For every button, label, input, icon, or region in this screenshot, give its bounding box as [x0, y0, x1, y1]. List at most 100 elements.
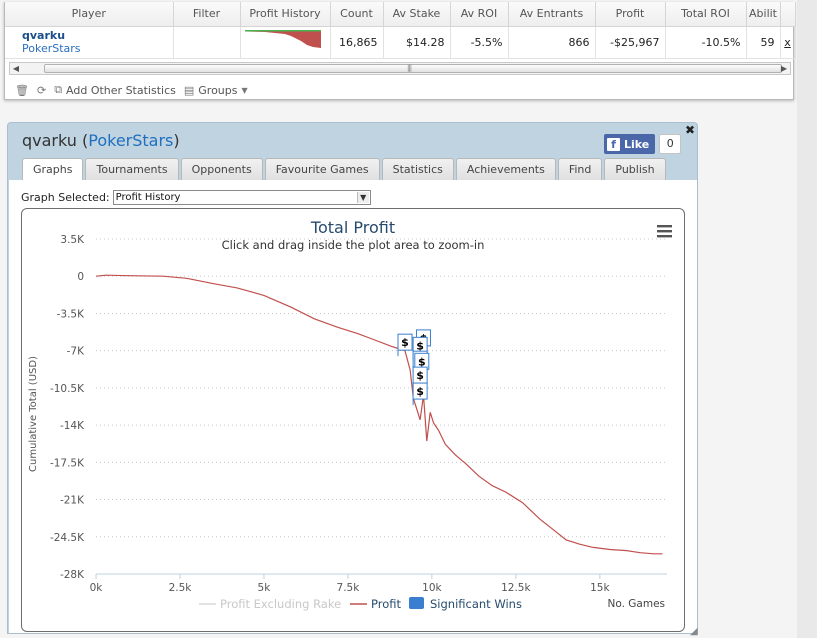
menu-icon[interactable] — [657, 225, 672, 238]
scroll-left-icon[interactable]: ◀ — [12, 64, 20, 73]
facebook-like-button[interactable]: f Like — [604, 134, 656, 154]
groups-icon: ▤ — [183, 83, 195, 97]
tab-statistics[interactable]: Statistics — [381, 158, 454, 180]
chevron-down-icon: ▼ — [241, 85, 248, 95]
y-axis-ticks: 3.5K 0 -3.5K -7K -10.5K -14K -17.5K -21K -24.5K -… — [50, 234, 85, 581]
ability-cell: 59 — [746, 26, 781, 59]
groups-button[interactable]: ▤ Groups ▼ — [184, 84, 248, 97]
trash-icon[interactable]: 🗑 — [15, 83, 29, 97]
legend-label-significant-wins: Significant Wins — [430, 597, 522, 611]
tab-achievements[interactable]: Achievements — [455, 158, 556, 180]
table-row: qvarku PokerStars 16,865 $14.28 -5.5% 86… — [5, 26, 796, 59]
legend-item-profit-excluding-rake[interactable]: Profit Excluding Rake — [199, 597, 341, 611]
graph-selected-label: Graph Selected: — [21, 191, 110, 204]
tab-opponents[interactable]: Opponents — [180, 158, 263, 180]
y-tick-label: -24.5K — [50, 532, 85, 544]
significant-wins-series: $$$$$$$ — [397, 329, 431, 406]
x-tick-label: 7.5k — [337, 582, 361, 594]
col-header-av-stake[interactable]: Av Stake — [383, 2, 451, 27]
profit-chart[interactable]: Total Profit Click and drag inside the p… — [22, 209, 684, 631]
sparkline-bg — [244, 31, 321, 50]
scrollbar-grip-icon: ||| — [407, 64, 412, 72]
graph-select-value: Profit History — [115, 192, 181, 203]
profit-cell: -$25,967 — [595, 26, 666, 59]
tab-graphs[interactable]: Graphs — [22, 158, 84, 181]
y-tick-label: 3.5K — [60, 234, 85, 246]
col-header-av-roi[interactable]: Av ROI — [450, 2, 509, 27]
sparkline-positive-bar — [244, 29, 321, 31]
x-tick-label: 2.5k — [169, 582, 193, 594]
tab-favourite-games[interactable]: Favourite Games — [264, 158, 380, 180]
facebook-icon: f — [607, 137, 620, 151]
col-header-count[interactable]: Count — [330, 2, 384, 27]
facebook-like-count: 0 — [659, 134, 682, 154]
horizontal-scrollbar[interactable]: ◀ ||| ▶ — [9, 62, 791, 75]
legend-item-profit[interactable]: Profit — [350, 597, 401, 611]
player-site-link[interactable]: PokerStars — [22, 42, 81, 55]
page-right-edge — [797, 0, 817, 638]
select-chevron-icon: ▼ — [356, 192, 369, 203]
copy-icon: ⧉ — [54, 83, 63, 96]
tab-tournaments[interactable]: Tournaments — [85, 158, 179, 180]
col-header-player[interactable]: Player — [5, 2, 174, 27]
menu-icon-bar — [657, 225, 672, 228]
col-header-filter[interactable]: Filter — [173, 2, 241, 27]
tab-find[interactable]: Find — [557, 158, 603, 180]
player-name-link[interactable]: qvarku — [22, 29, 66, 42]
col-header-av-entrants[interactable]: Av Entrants — [508, 2, 596, 27]
x-axis-label: No. Games — [608, 598, 666, 610]
av-stake-cell: $14.28 — [383, 26, 451, 59]
dollar-icon: $ — [416, 385, 424, 398]
profit-history-cell — [240, 26, 331, 59]
significant-win-flag[interactable]: $ — [412, 382, 428, 406]
x-tick-label: 15k — [590, 582, 610, 594]
panel-site-link[interactable]: PokerStars — [88, 131, 174, 150]
graph-select[interactable]: Profit History ▼ — [112, 190, 371, 205]
stats-table: Player Filter Profit History Count Av St… — [5, 2, 796, 59]
y-axis-label: Cumulative Total (USD) — [28, 356, 39, 472]
menu-icon-bar — [657, 235, 672, 238]
col-header-ability[interactable]: Abilit — [746, 2, 781, 27]
y-tick-label: -17.5K — [50, 457, 85, 469]
x-axis-ticks: 0k 2.5k 5k 7.5k 10k 12.5k 15k — [90, 574, 610, 594]
significant-win-flag[interactable]: $ — [397, 333, 413, 357]
significant-win-flag[interactable]: $ — [412, 336, 428, 360]
sparkline-area — [244, 31, 321, 48]
dollar-icon: $ — [416, 369, 424, 382]
y-tick-label: -10.5K — [50, 383, 85, 395]
legend-label-profit: Profit — [371, 597, 401, 611]
close-icon[interactable]: ✖ — [685, 123, 696, 137]
profit-sparkline — [244, 29, 321, 50]
refresh-icon[interactable]: ⟳ — [36, 83, 47, 97]
y-tick-label: -3.5K — [57, 308, 85, 320]
stats-header-row: Player Filter Profit History Count Av St… — [5, 2, 796, 27]
chart-container[interactable]: Total Profit Click and drag inside the p… — [21, 208, 685, 632]
y-tick-label: 0 — [77, 271, 84, 283]
col-header-spacer — [780, 2, 796, 27]
col-header-profit[interactable]: Profit — [595, 2, 666, 27]
profit-series-line[interactable] — [95, 274, 663, 555]
chart-title: Total Profit — [310, 218, 395, 237]
tab-publish[interactable]: Publish — [604, 158, 666, 180]
y-tick-label: -14K — [60, 420, 85, 432]
graph-select-row: Graph Selected: Profit History ▼ — [21, 190, 371, 205]
col-header-profit-history[interactable]: Profit History — [240, 2, 331, 27]
add-stats-button[interactable]: ⧉ Add Other Statistics — [54, 83, 176, 97]
stats-panel: Player Filter Profit History Count Av St… — [4, 2, 796, 100]
y-tick-label: -7K — [67, 346, 85, 358]
legend-item-significant-wins[interactable]: Significant Wins — [409, 597, 522, 611]
stats-toolbar: 🗑 ⟳ ⧉ Add Other Statistics ▤ Groups ▼ — [15, 83, 248, 97]
legend-swatch-significant-wins — [409, 597, 424, 609]
dollar-icon: $ — [418, 355, 426, 368]
scroll-right-icon[interactable]: ▶ — [780, 64, 788, 73]
facebook-like-widget: f Like 0 — [604, 134, 682, 154]
remove-row-button[interactable]: x — [780, 26, 796, 59]
col-header-total-roi[interactable]: Total ROI — [665, 2, 747, 27]
player-cell: qvarku PokerStars — [5, 26, 174, 59]
scrollbar-thumb[interactable]: ||| — [44, 64, 782, 73]
resize-handle-icon[interactable]: ◢ — [690, 626, 698, 637]
av-entrants-cell: 866 — [508, 26, 596, 59]
chart-subtitle: Click and drag inside the plot area to z… — [222, 238, 485, 252]
legend-label-profit-excluding-rake: Profit Excluding Rake — [220, 597, 341, 611]
graphs-tab-content: Graph Selected: Profit History ▼ Total P… — [9, 180, 697, 633]
